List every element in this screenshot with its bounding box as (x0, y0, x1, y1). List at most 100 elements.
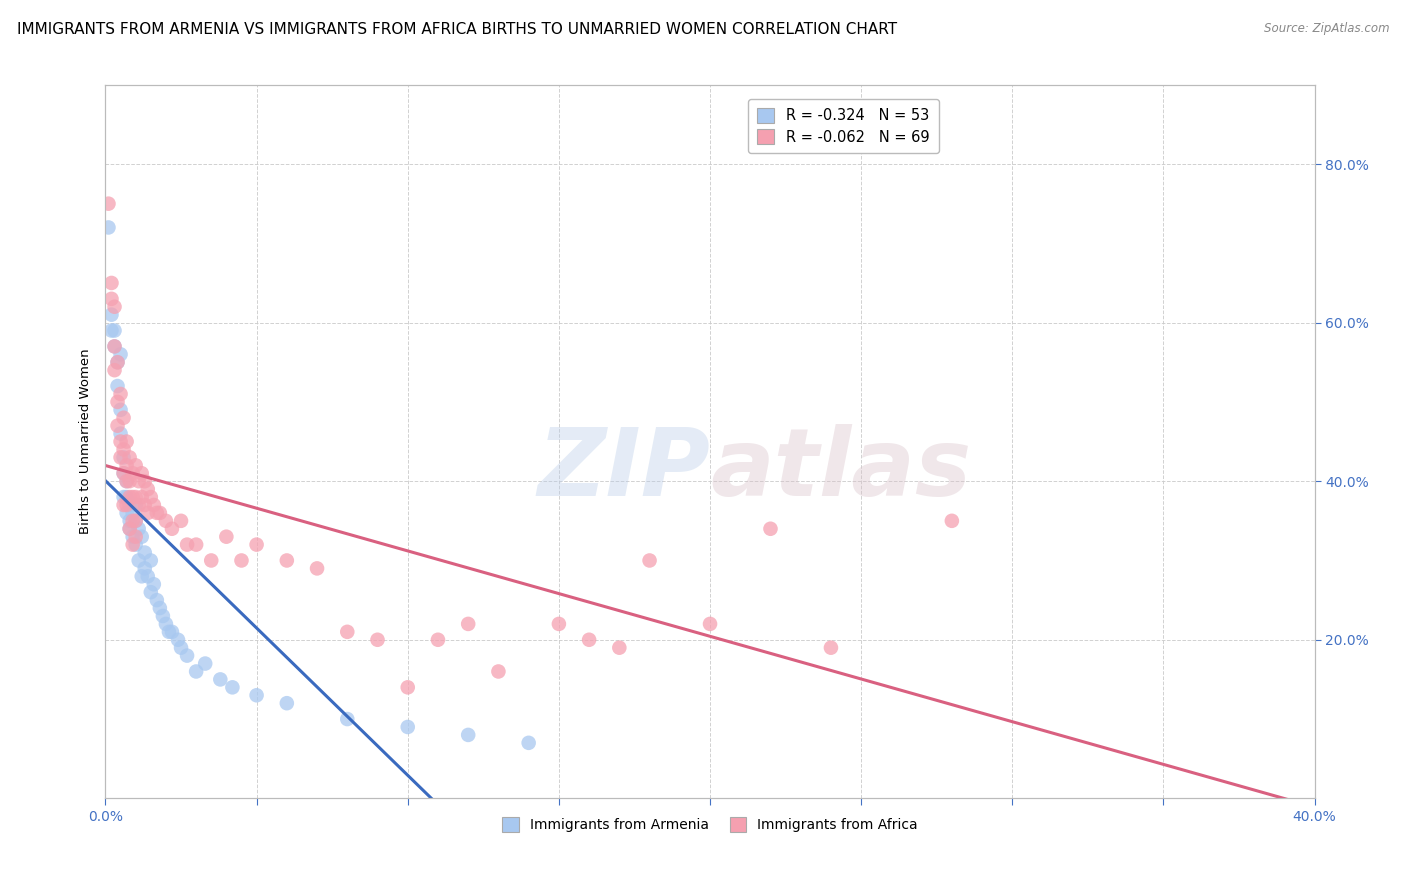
Point (209, 673, 232, 687)
Point (457, 616, 479, 631)
Point (134, 545, 156, 559)
Point (115, 506, 138, 520)
Point (128, 522, 150, 536)
Point (110, 402, 132, 417)
Point (103, 300, 125, 314)
Point (134, 561, 156, 575)
Point (112, 410, 135, 425)
Point (131, 569, 153, 583)
Point (149, 506, 172, 520)
Point (103, 363, 125, 377)
Point (149, 601, 172, 615)
Point (124, 458, 148, 473)
Point (128, 474, 150, 488)
Point (118, 498, 141, 512)
Point (107, 379, 129, 393)
Point (100, 292, 122, 306)
Point (136, 569, 159, 583)
Point (176, 648, 198, 663)
Point (231, 553, 253, 567)
Point (118, 474, 141, 488)
Point (336, 712, 359, 726)
Point (103, 324, 125, 338)
Point (160, 624, 183, 639)
Point (170, 514, 193, 528)
Point (118, 450, 141, 465)
Point (112, 467, 135, 481)
Point (336, 624, 359, 639)
Point (121, 467, 143, 481)
Point (176, 538, 198, 552)
Point (121, 530, 143, 544)
Point (170, 640, 193, 655)
Point (115, 474, 138, 488)
Point (307, 561, 329, 575)
Point (578, 632, 600, 647)
Point (121, 506, 143, 520)
Point (142, 577, 165, 591)
Point (110, 426, 132, 441)
Point (121, 514, 143, 528)
Point (186, 538, 208, 552)
Point (112, 442, 135, 457)
Point (107, 355, 129, 369)
Point (609, 640, 631, 655)
Point (160, 522, 183, 536)
Point (139, 553, 162, 567)
Point (246, 688, 269, 702)
Point (128, 553, 150, 567)
Point (157, 624, 180, 639)
Point (103, 339, 125, 353)
Point (131, 530, 153, 544)
Point (112, 450, 135, 465)
Point (110, 347, 132, 361)
Point (167, 632, 190, 647)
Point (548, 616, 571, 631)
Point (366, 632, 388, 647)
Point (699, 616, 721, 631)
Point (124, 498, 148, 512)
Point (200, 553, 222, 567)
Point (107, 395, 129, 409)
Point (110, 387, 132, 401)
Point (115, 458, 138, 473)
Point (112, 490, 135, 504)
Point (97, 220, 120, 235)
Text: Source: ZipAtlas.com: Source: ZipAtlas.com (1264, 22, 1389, 36)
Point (276, 696, 298, 710)
Point (155, 514, 177, 528)
Point (107, 355, 129, 369)
Point (457, 728, 479, 742)
Point (118, 514, 141, 528)
Point (118, 490, 141, 504)
Point (152, 609, 174, 624)
Point (118, 522, 141, 536)
Point (194, 657, 217, 671)
Text: IMMIGRANTS FROM ARMENIA VS IMMIGRANTS FROM AFRICA BIRTHS TO UNMARRIED WOMEN CORR: IMMIGRANTS FROM ARMENIA VS IMMIGRANTS FR… (17, 22, 897, 37)
Point (124, 530, 148, 544)
Point (134, 498, 156, 512)
Point (139, 585, 162, 599)
Point (134, 474, 156, 488)
Point (221, 681, 243, 695)
Point (112, 498, 135, 512)
Point (215, 530, 238, 544)
Point (131, 467, 153, 481)
Point (110, 450, 132, 465)
Point (97, 196, 120, 211)
Point (131, 490, 153, 504)
Point (276, 553, 298, 567)
Legend: Immigrants from Armenia, Immigrants from Africa: Immigrants from Armenia, Immigrants from… (496, 812, 924, 838)
Point (820, 640, 842, 655)
Point (396, 681, 419, 695)
Point (107, 418, 129, 433)
Point (396, 720, 419, 734)
Point (638, 553, 661, 567)
Point (115, 490, 138, 504)
Point (139, 490, 162, 504)
Point (146, 506, 169, 520)
Point (136, 482, 159, 496)
Point (246, 538, 269, 552)
Text: atlas: atlas (710, 424, 972, 516)
Point (146, 593, 169, 607)
